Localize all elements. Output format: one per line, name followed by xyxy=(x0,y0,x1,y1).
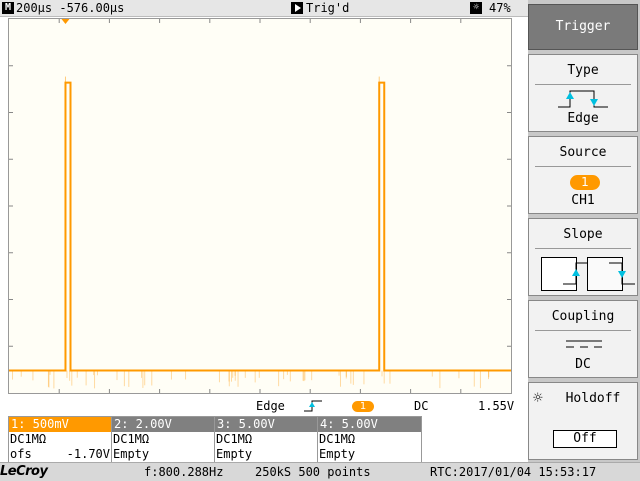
edge-type-icon xyxy=(558,90,608,108)
coupling-label: Coupling xyxy=(551,309,615,324)
type-value: Edge xyxy=(567,111,599,126)
source-label: Source xyxy=(559,145,607,160)
channel-1-box[interactable]: 1: 500mV DC1MΩ ofs -1.70V xyxy=(8,416,113,464)
trigger-menu: Trigger Type Edge Source 1 CH1 Slope Cou… xyxy=(528,0,640,462)
source-button[interactable]: Source 1 CH1 xyxy=(528,136,638,214)
type-separator xyxy=(535,84,631,85)
channel-1-scale: 1: 500mV xyxy=(9,417,112,432)
coupling-value: DC xyxy=(575,357,591,372)
holdoff-knob-icon: ☼ xyxy=(533,388,543,407)
rtc-clock: RTC:2017/01/04 15:53:17 xyxy=(430,465,597,479)
channel-1-offset-label: ofs xyxy=(10,447,32,461)
timebase-icon: M xyxy=(2,2,14,14)
channel-3-box[interactable]: 3: 5.00V DC1MΩ Empty xyxy=(214,416,319,464)
channel-2-box[interactable]: 2: 2.00V DC1MΩ Empty xyxy=(111,416,216,464)
holdoff-label: Holdoff xyxy=(565,391,621,406)
acquisition-readout: 250kS 500 points xyxy=(255,465,371,479)
holdoff-value: Off xyxy=(553,430,617,448)
trigger-level: 1.55V xyxy=(478,399,515,413)
channel-4-scale: 4: 5.00V xyxy=(318,417,421,432)
channel-3-scale: 3: 5.00V xyxy=(215,417,318,432)
coupling-button[interactable]: Coupling DC xyxy=(528,300,638,378)
channel-1-coupling: DC1MΩ xyxy=(10,432,47,446)
source-separator xyxy=(535,166,631,167)
type-button[interactable]: Type Edge xyxy=(528,54,638,132)
menu-title: Trigger xyxy=(528,4,638,50)
rising-slope-icon[interactable] xyxy=(541,257,589,291)
channel-2-coupling: DC1MΩ xyxy=(113,432,150,446)
channel-1-trace xyxy=(9,81,511,372)
source-channel-badge: 1 xyxy=(570,175,600,190)
dc-coupling-icon xyxy=(566,340,602,348)
trigger-coupling: DC xyxy=(414,399,429,413)
holdoff-button[interactable]: ☼ Holdoff Off xyxy=(528,382,638,460)
rising-edge-icon xyxy=(304,400,322,412)
brightness-icon[interactable]: ☼ xyxy=(470,2,482,14)
waveform-display: 1T xyxy=(8,18,512,394)
channel-3-status: Empty xyxy=(216,447,253,461)
channel-4-status: Empty xyxy=(319,447,356,461)
menu-title-label: Trigger xyxy=(555,19,611,34)
trigger-type-label: Edge xyxy=(256,399,285,413)
frequency-readout: f:800.288Hz xyxy=(144,465,224,479)
channel-3-coupling: DC1MΩ xyxy=(216,432,253,446)
trigger-state: Trig'd xyxy=(306,1,350,15)
lecroy-logo: LeCroy xyxy=(0,464,48,479)
bottom-status-bar: LeCroy f:800.288Hz 250kS 500 points RTC:… xyxy=(0,462,640,481)
trigger-position-marker xyxy=(61,19,70,24)
channel-2-scale: 2: 2.00V xyxy=(112,417,215,432)
channel-1-offset: ofs -1.70V xyxy=(9,447,112,462)
waveform-graticule: 1T xyxy=(9,19,511,393)
slope-button[interactable]: Slope xyxy=(528,218,638,296)
source-value: CH1 xyxy=(571,193,595,208)
channel-1-offset-value: -1.70V xyxy=(66,447,110,461)
play-icon[interactable] xyxy=(291,2,303,14)
channel-2-status: Empty xyxy=(113,447,150,461)
channel-4-box[interactable]: 4: 5.00V DC1MΩ Empty xyxy=(317,416,422,464)
coupling-separator xyxy=(535,330,631,331)
trigger-info-line: Edge 1 DC 1.55V xyxy=(8,396,522,416)
timebase-readout: 200µs -576.00µs xyxy=(16,1,125,15)
slope-label: Slope xyxy=(563,227,603,242)
channel-4-coupling: DC1MΩ xyxy=(319,432,356,446)
brightness-readout: 47% xyxy=(489,1,511,15)
trigger-channel-badge: 1 xyxy=(352,401,374,412)
slope-separator xyxy=(535,248,631,249)
falling-slope-icon[interactable] xyxy=(587,257,635,291)
type-label: Type xyxy=(567,63,599,78)
top-status-bar: M 200µs -576.00µs Trig'd ☼ 47% xyxy=(0,0,528,17)
